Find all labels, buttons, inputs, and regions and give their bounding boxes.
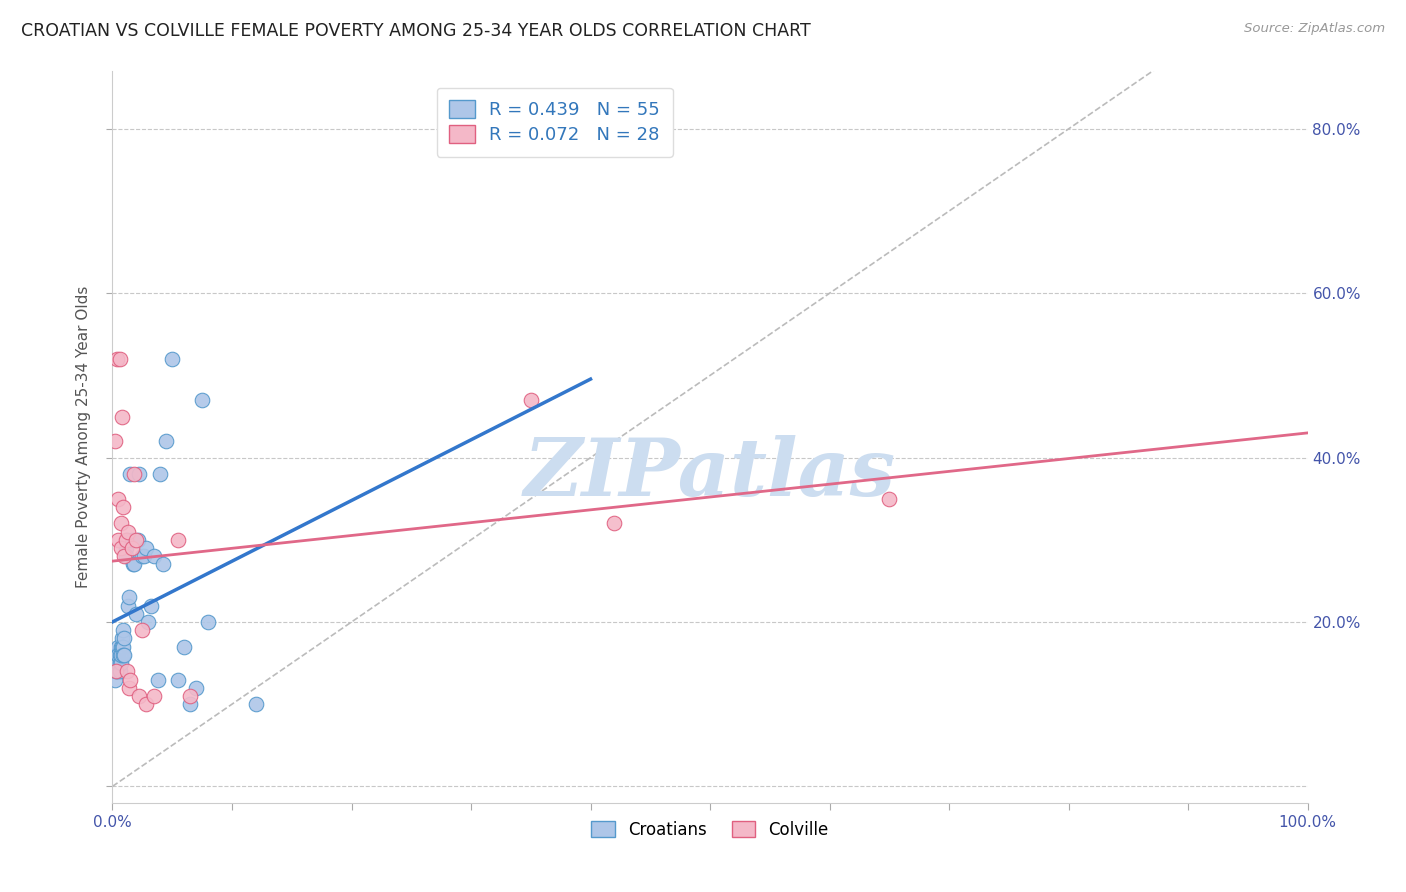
Point [110,648,132,662]
Point [105,656,128,670]
Point [108,648,131,662]
Point [120,467,142,481]
Point [121,541,143,555]
Point [114,648,135,662]
Point [112,648,135,662]
Point [111,632,134,646]
Point [122,558,145,572]
Point [105,648,128,662]
Point [107,648,129,662]
Point [179,689,201,703]
Point [128,689,150,703]
Point [114,632,135,646]
Point [152,558,174,572]
Point [520,393,543,408]
Point [107,640,129,654]
Point [105,648,128,662]
Point [120,673,142,687]
Point [125,607,148,621]
Point [115,665,138,679]
Point [114,549,136,564]
Point [138,615,160,629]
Point [146,673,169,687]
Point [114,533,136,547]
Y-axis label: Female Poverty Among 25-34 Year Olds: Female Poverty Among 25-34 Year Olds [76,286,91,588]
Point [112,624,135,638]
Point [112,640,135,654]
Text: Source: ZipAtlas.com: Source: ZipAtlas.com [1244,22,1385,36]
Point [105,656,128,670]
Point [105,656,128,670]
Point [131,549,153,564]
Point [173,640,195,654]
Point [191,393,214,408]
Point [110,516,132,531]
Point [112,500,135,514]
Point [111,640,134,654]
Point [155,434,177,449]
Point [179,697,201,711]
Point [114,549,135,564]
Text: CROATIAN VS COLVILLE FEMALE POVERTY AMONG 25-34 YEAR OLDS CORRELATION CHART: CROATIAN VS COLVILLE FEMALE POVERTY AMON… [21,22,811,40]
Point [104,673,127,687]
Point [879,491,901,506]
Point [131,624,153,638]
Point [121,558,143,572]
Point [107,656,129,670]
Point [186,681,208,695]
Point [115,533,138,547]
Point [128,467,150,481]
Point [132,549,155,564]
Point [114,541,136,555]
Point [108,351,131,366]
Point [111,409,134,424]
Point [149,467,172,481]
Point [118,681,141,695]
Point [162,351,183,366]
Point [143,689,166,703]
Point [135,697,157,711]
Point [107,491,129,506]
Text: ZIPatlas: ZIPatlas [524,435,896,512]
Point [122,467,145,481]
Legend: Croatians, Colville: Croatians, Colville [585,814,835,846]
Point [108,656,131,670]
Point [105,665,128,679]
Point [105,665,128,679]
Point [110,640,132,654]
Point [139,599,162,613]
Point [135,541,157,555]
Point [125,533,148,547]
Point [167,673,190,687]
Point [104,665,127,679]
Point [197,615,219,629]
Point [143,549,166,564]
Point [105,665,128,679]
Point [118,591,141,605]
Point [108,665,131,679]
Point [104,434,127,449]
Point [167,533,190,547]
Point [245,697,267,711]
Point [105,351,128,366]
Point [107,533,129,547]
Point [121,533,143,547]
Point [603,516,626,531]
Point [117,524,139,539]
Point [110,656,132,670]
Point [117,599,139,613]
Point [110,541,132,555]
Point [127,533,149,547]
